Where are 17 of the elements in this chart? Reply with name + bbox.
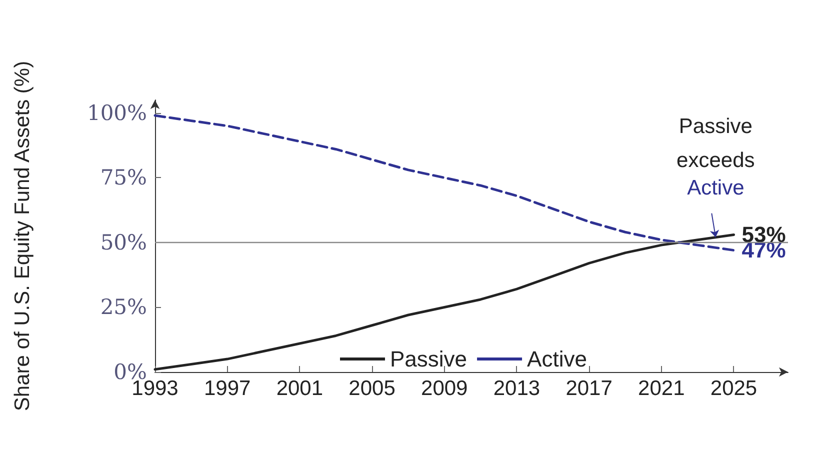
x-tick-label: 1997 [204, 377, 251, 400]
legend-label: Active [527, 346, 587, 372]
y-tick-label: 75% [100, 166, 147, 190]
x-tick-label: 2021 [638, 377, 685, 400]
line-series [154, 233, 735, 371]
x-tick-label: 2025 [710, 377, 758, 400]
y-axis-title: Share of U.S. Equity Fund Assets (%) [11, 60, 34, 412]
x-tick-label: 2017 [566, 377, 612, 400]
annotation: Passive exceeds Active [676, 114, 755, 200]
x-tick-label: 2009 [421, 377, 468, 400]
y-tick-label: 25% [100, 295, 147, 320]
y-tick-label: 50% [100, 230, 147, 254]
x-tick-label: 2001 [276, 377, 324, 400]
legend-label: Passive [390, 346, 468, 372]
y-tick-label: 100% [86, 100, 147, 125]
x-tick-label: 2013 [493, 377, 540, 400]
x-tick-label: 2005 [348, 377, 396, 400]
